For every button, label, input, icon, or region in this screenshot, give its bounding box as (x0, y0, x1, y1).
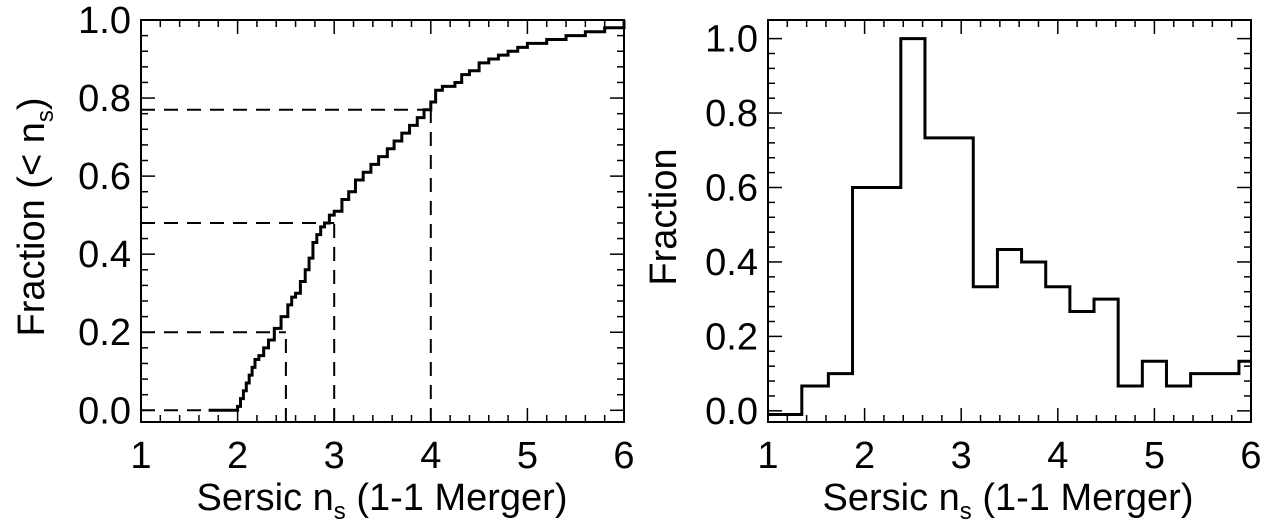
left-x-tick-label: 1 (130, 435, 151, 477)
right-x-tick-label: 2 (854, 435, 875, 477)
left-x-tick-label: 5 (517, 435, 538, 477)
right-panel: 1 2 3 4 5 6 0.0 0.2 0.4 0.6 0.8 1.0 Sersic ns (1-1… (643, 19, 1262, 525)
right-y-tick-label: 0.6 (705, 168, 758, 210)
left-x-axis-label: Sersic ns (1-1 Merger) (197, 477, 568, 525)
right-y-tick-label: 0.8 (705, 93, 758, 135)
left-x-tick-label: 3 (324, 435, 345, 477)
left-x-tick-label: 2 (227, 435, 248, 477)
right-x-tick-label: 3 (951, 435, 972, 477)
left-y-tick-label: 0.4 (78, 234, 131, 276)
right-x-axis-label: Sersic ns (1-1 Merger) (823, 477, 1194, 525)
right-x-tick-label: 5 (1144, 435, 1165, 477)
left-x-tick-label: 4 (420, 435, 441, 477)
left-y-axis-label: Fraction (< ns) (11, 97, 59, 336)
left-y-tick-labels: 0.0 0.2 0.4 0.6 0.8 1.0 (78, 0, 131, 432)
right-y-tick-label: 1.0 (705, 19, 758, 61)
left-y-tick-label: 1.0 (78, 0, 131, 42)
left-ticks (140, 19, 625, 422)
right-x-tick-label: 1 (757, 435, 778, 477)
right-ticks (767, 20, 1252, 422)
histogram-steps (768, 37, 1251, 417)
left-y-tick-label: 0.2 (78, 312, 131, 354)
left-y-tick-label: 0.8 (78, 78, 131, 120)
right-x-tick-labels: 1 2 3 4 5 6 (757, 435, 1261, 477)
left-plot-frame (140, 19, 625, 423)
right-y-tick-labels: 0.0 0.2 0.4 0.6 0.8 1.0 (705, 19, 758, 433)
right-x-tick-label: 6 (1240, 435, 1261, 477)
right-y-tick-label: 0.2 (705, 316, 758, 358)
left-y-tick-label: 0.6 (78, 156, 131, 198)
left-x-tick-labels: 1 2 3 4 5 6 (130, 435, 634, 477)
right-plot-frame (767, 19, 1252, 423)
right-y-axis-label: Fraction (643, 148, 685, 285)
left-panel: 1 2 3 4 5 6 0.0 0.2 0.4 0.6 0.8 1.0 Sersic ns (1-1… (11, 0, 635, 525)
left-x-tick-label: 6 (613, 435, 634, 477)
left-y-tick-label: 0.0 (78, 390, 131, 432)
cumulative-curve (208, 20, 626, 412)
right-y-tick-label: 0.4 (705, 242, 758, 284)
right-x-tick-label: 4 (1047, 435, 1068, 477)
right-y-tick-label: 0.0 (705, 391, 758, 433)
